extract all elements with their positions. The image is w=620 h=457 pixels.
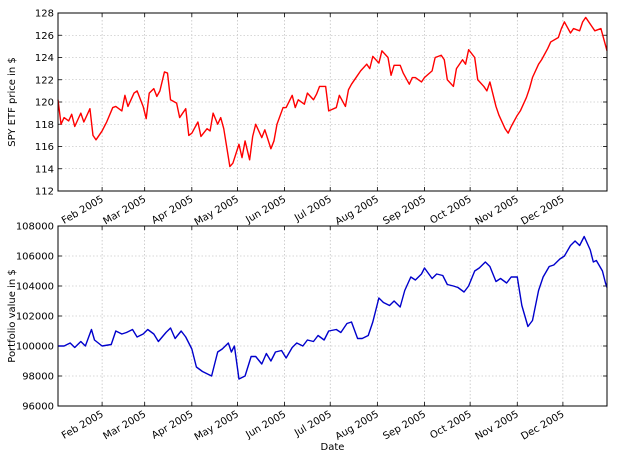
x-axis-label: Date: [321, 442, 345, 453]
y-tick-label: 104000: [16, 282, 54, 293]
x-tick-label: Jun 2005: [243, 409, 288, 441]
x-tick-label: Feb 2005: [60, 194, 106, 227]
x-tick-label: Feb 2005: [60, 409, 106, 442]
y-tick-label: 106000: [16, 252, 54, 263]
y-tick-label: 100000: [16, 342, 54, 353]
x-tick-label: Oct 2005: [428, 194, 473, 226]
y-tick-label: 116: [35, 142, 54, 153]
x-tick-label: Aug 2005: [334, 409, 381, 443]
y-tick-label: 118: [35, 120, 54, 131]
y-tick-label: 102000: [16, 312, 54, 323]
x-tick-label: Mar 2005: [102, 409, 149, 442]
x-tick-label: Apr 2005: [150, 194, 195, 226]
y-tick-label: 112: [35, 187, 54, 198]
y-tick-label: 120: [35, 98, 54, 109]
x-tick-label: Nov 2005: [474, 194, 521, 228]
x-tick-label: Jul 2005: [292, 409, 334, 439]
y-tick-label: 122: [35, 75, 54, 86]
x-tick-label: Nov 2005: [474, 409, 521, 443]
plot-frame: [57, 12, 608, 192]
x-tick-label: Oct 2005: [428, 409, 473, 441]
x-tick-label: Jun 2005: [243, 194, 288, 226]
x-tick-label: Mar 2005: [102, 194, 149, 227]
x-tick-label: Jul 2005: [292, 194, 334, 224]
y-tick-label: 96000: [22, 402, 54, 413]
x-tick-label: Apr 2005: [150, 409, 195, 441]
y-axis-label: SPY ETF price in $: [7, 57, 18, 147]
x-tick-label: Dec 2005: [519, 409, 566, 443]
y-tick-label: 124: [35, 53, 54, 64]
x-tick-label: Dec 2005: [519, 194, 566, 228]
x-tick-label: May 2005: [193, 194, 241, 228]
y-tick-label: 126: [35, 31, 54, 42]
series-line: [57, 16, 608, 168]
x-tick-label: May 2005: [193, 409, 241, 443]
x-tick-label: Aug 2005: [334, 194, 381, 228]
y-tick-label: 98000: [22, 372, 54, 383]
x-tick-label: Sep 2005: [381, 409, 428, 442]
series-line: [58, 235, 608, 380]
y-tick-label: 114: [35, 164, 54, 175]
y-tick-label: 128: [35, 9, 54, 20]
plot-frame: [57, 225, 608, 407]
y-axis-label: Portfolio value in $: [7, 269, 18, 362]
y-tick-label: 108000: [16, 222, 54, 233]
x-tick-label: Sep 2005: [381, 194, 428, 227]
